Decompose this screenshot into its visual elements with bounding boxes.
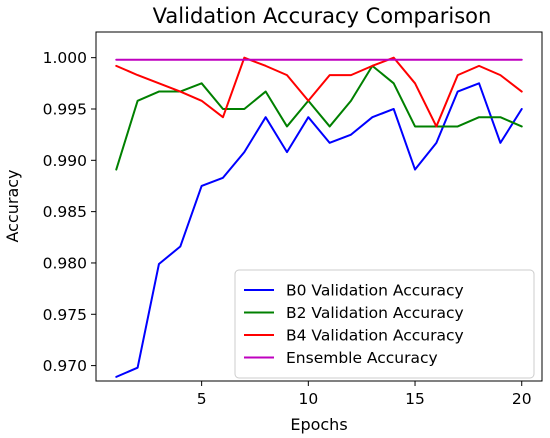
legend-items: B0 Validation Accuracy B2 Validation Accu… [244,282,464,367]
y-axis-label: Accuracy [3,169,22,242]
series-line-b0-validation-accuracy [115,82,523,378]
y-tick-label: 0.970 [43,357,87,375]
y-tick-label: 0.980 [43,254,87,272]
legend-frame [234,269,535,379]
series-line-b4-validation-accuracy [115,56,523,128]
series-layer [115,56,523,378]
y-tick-label: 0.985 [43,203,87,221]
x-tick-label: 10 [298,390,318,408]
legend-label-b4-validation-accuracy: B4 Validation Accuracy [286,327,464,345]
y-tick-label: 1.000 [43,49,87,67]
series-line-b2-validation-accuracy [115,64,523,171]
x-tick-label: 15 [405,390,425,408]
x-tick-label: 5 [197,390,207,408]
y-axis-ticks: 0.970 0.975 0.980 0.985 0.990 0.995 1.000 [43,49,96,375]
x-tick-label: 20 [512,390,532,408]
y-tick-label: 0.990 [43,152,87,170]
legend-label-b2-validation-accuracy: B2 Validation Accuracy [286,304,464,322]
y-tick-label: 0.975 [43,306,87,324]
x-axis-ticks: 5 10 15 20 [197,381,532,408]
legend: B0 Validation Accuracy B2 Validation Accu… [234,269,535,379]
chart-title: Validation Accuracy Comparison [153,4,492,28]
y-tick-label: 0.995 [43,100,87,118]
legend-label-b0-validation-accuracy: B0 Validation Accuracy [286,282,464,300]
x-axis-label: Epochs [290,415,347,434]
legend-label-ensemble-accuracy: Ensemble Accuracy [286,349,438,367]
